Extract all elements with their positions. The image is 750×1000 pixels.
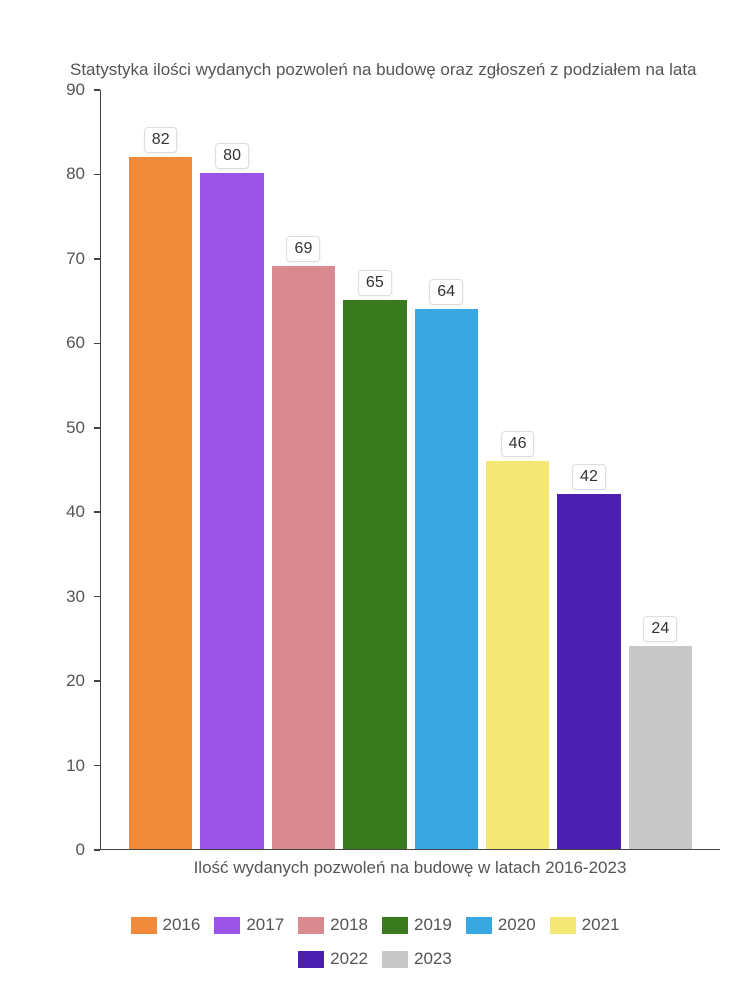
bar-fill <box>557 494 620 849</box>
legend-item-2019: 2019 <box>382 915 452 935</box>
ytick-label: 20 <box>45 671 85 691</box>
legend-label: 2019 <box>414 915 452 935</box>
bar-fill <box>129 157 192 849</box>
bar-value-label: 42 <box>572 464 606 490</box>
legend-item-2022: 2022 <box>298 949 368 969</box>
legend-item-2018: 2018 <box>298 915 368 935</box>
bar-2019: 65 <box>343 300 406 849</box>
legend-swatch <box>382 917 408 934</box>
bar-2021: 46 <box>486 461 549 849</box>
bar-2023: 24 <box>629 646 692 849</box>
legend-item-2020: 2020 <box>466 915 536 935</box>
legend-swatch <box>382 951 408 968</box>
legend-label: 2016 <box>163 915 201 935</box>
bar-value-label: 24 <box>643 616 677 642</box>
ytick-label: 80 <box>45 164 85 184</box>
legend-swatch <box>466 917 492 934</box>
legend-item-2017: 2017 <box>214 915 284 935</box>
legend-swatch <box>214 917 240 934</box>
chart-container: Statystyka ilości wydanych pozwoleń na b… <box>0 0 750 1000</box>
legend-label: 2018 <box>330 915 368 935</box>
bar-value-label: 46 <box>501 431 535 457</box>
bar-value-label: 69 <box>287 236 321 262</box>
bar-2016: 82 <box>129 157 192 849</box>
legend-label: 2022 <box>330 949 368 969</box>
chart-wrap: 0102030405060708090 8280696564464224 Ilo… <box>30 90 720 870</box>
legend-item-2021: 2021 <box>550 915 620 935</box>
ytick-label: 10 <box>45 756 85 776</box>
ytick-label: 70 <box>45 249 85 269</box>
bar-2018: 69 <box>272 266 335 849</box>
bar-fill <box>629 646 692 849</box>
bar-value-label: 64 <box>429 279 463 305</box>
bars-group: 8280696564464224 <box>101 90 720 849</box>
bar-fill <box>200 173 263 849</box>
legend-swatch <box>550 917 576 934</box>
bar-value-label: 65 <box>358 270 392 296</box>
bar-fill <box>415 309 478 849</box>
legend-item-2023: 2023 <box>382 949 452 969</box>
ytick-label: 90 <box>45 80 85 100</box>
ytick-label: 50 <box>45 418 85 438</box>
plot-area: 8280696564464224 <box>100 90 720 850</box>
bar-fill <box>486 461 549 849</box>
legend-label: 2021 <box>582 915 620 935</box>
bar-value-label: 82 <box>144 127 178 153</box>
legend: 2016 2017 2018 2019 2020 2021 2022 2023 <box>30 915 720 969</box>
legend-label: 2023 <box>414 949 452 969</box>
ytick-label: 30 <box>45 587 85 607</box>
bar-fill <box>343 300 406 849</box>
legend-label: 2020 <box>498 915 536 935</box>
bar-2017: 80 <box>200 173 263 849</box>
bar-value-label: 80 <box>215 143 249 169</box>
chart-title: Statystyka ilości wydanych pozwoleń na b… <box>70 60 720 80</box>
legend-label: 2017 <box>246 915 284 935</box>
ytick-label: 60 <box>45 333 85 353</box>
legend-swatch <box>298 917 324 934</box>
ytick-label: 0 <box>45 840 85 860</box>
ytick-label: 40 <box>45 502 85 522</box>
legend-item-2016: 2016 <box>131 915 201 935</box>
legend-swatch <box>298 951 324 968</box>
x-axis-label: Ilość wydanych pozwoleń na budowę w lata… <box>100 858 720 878</box>
bar-fill <box>272 266 335 849</box>
bar-2022: 42 <box>557 494 620 849</box>
legend-swatch <box>131 917 157 934</box>
bar-2020: 64 <box>415 309 478 849</box>
